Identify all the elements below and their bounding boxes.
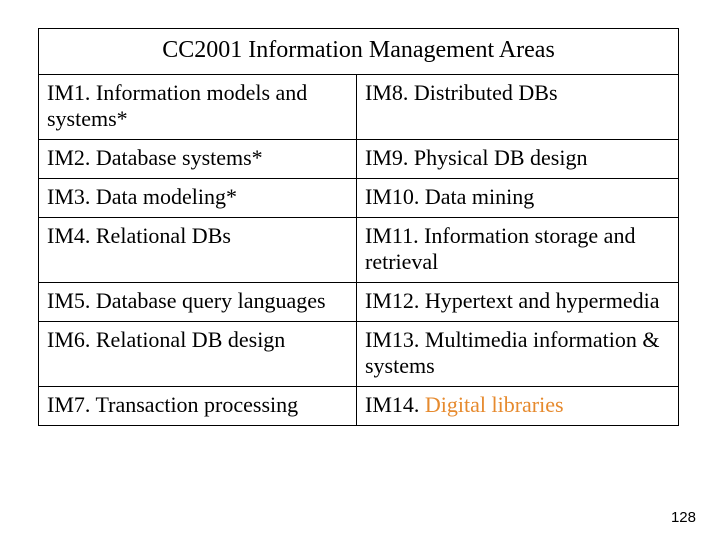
cell-im3: IM3. Data modeling* — [39, 178, 357, 217]
cell-im14: IM14. Digital libraries — [357, 386, 679, 425]
cell-im13: IM13. Multimedia information & systems — [357, 321, 679, 386]
cell-im14-highlight: Digital libraries — [425, 392, 564, 417]
cell-im2: IM2. Database systems* — [39, 139, 357, 178]
table-title: CC2001 Information Management Areas — [39, 29, 679, 75]
table-row: IM5. Database query languages IM12. Hype… — [39, 282, 679, 321]
table-row: IM6. Relational DB design IM13. Multimed… — [39, 321, 679, 386]
cell-im4: IM4. Relational DBs — [39, 217, 357, 282]
table-row: IM2. Database systems* IM9. Physical DB … — [39, 139, 679, 178]
cell-im10: IM10. Data mining — [357, 178, 679, 217]
cell-im14-prefix: IM14. — [365, 392, 425, 417]
cell-im11: IM11. Information storage and retrieval — [357, 217, 679, 282]
table-row: IM7. Transaction processing IM14. Digita… — [39, 386, 679, 425]
cell-im12: IM12. Hypertext and hypermedia — [357, 282, 679, 321]
table-row: IM4. Relational DBs IM11. Information st… — [39, 217, 679, 282]
table-row: IM3. Data modeling* IM10. Data mining — [39, 178, 679, 217]
cell-im6: IM6. Relational DB design — [39, 321, 357, 386]
cell-im5: IM5. Database query languages — [39, 282, 357, 321]
cell-im9: IM9. Physical DB design — [357, 139, 679, 178]
table-header-row: CC2001 Information Management Areas — [39, 29, 679, 75]
table-row: IM1. Information models and systems* IM8… — [39, 75, 679, 140]
cell-im8: IM8. Distributed DBs — [357, 75, 679, 140]
page-number: 128 — [671, 509, 696, 526]
cell-im7: IM7. Transaction processing — [39, 386, 357, 425]
slide-page: CC2001 Information Management Areas IM1.… — [0, 0, 720, 540]
cell-im1: IM1. Information models and systems* — [39, 75, 357, 140]
im-areas-table: CC2001 Information Management Areas IM1.… — [38, 28, 679, 426]
